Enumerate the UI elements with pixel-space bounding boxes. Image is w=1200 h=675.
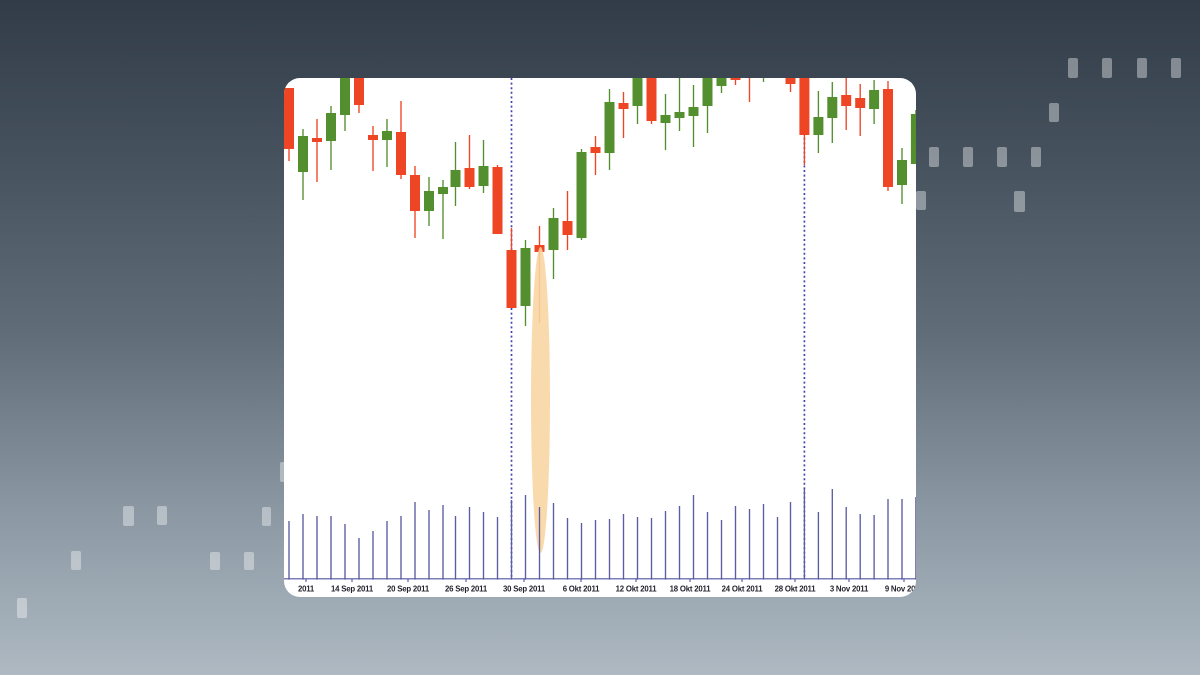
svg-text:12 Okt 2011: 12 Okt 2011: [616, 585, 658, 594]
svg-text:9 Nov 2011: 9 Nov 2011: [885, 585, 924, 594]
svg-text:6 Okt 2011: 6 Okt 2011: [563, 585, 600, 594]
svg-text:14 Sep 2011: 14 Sep 2011: [331, 585, 374, 594]
svg-text:3 Nov 2011: 3 Nov 2011: [830, 585, 869, 594]
svg-text:30 Sep 2011: 30 Sep 2011: [503, 585, 546, 594]
svg-text:26 Sep 2011: 26 Sep 2011: [445, 585, 488, 594]
svg-text:28 Okt 2011: 28 Okt 2011: [775, 585, 817, 594]
svg-text:2011: 2011: [298, 585, 315, 594]
svg-text:24 Okt 2011: 24 Okt 2011: [722, 585, 764, 594]
svg-text:20 Sep 2011: 20 Sep 2011: [387, 585, 430, 594]
svg-text:18 Okt 2011: 18 Okt 2011: [670, 585, 712, 594]
